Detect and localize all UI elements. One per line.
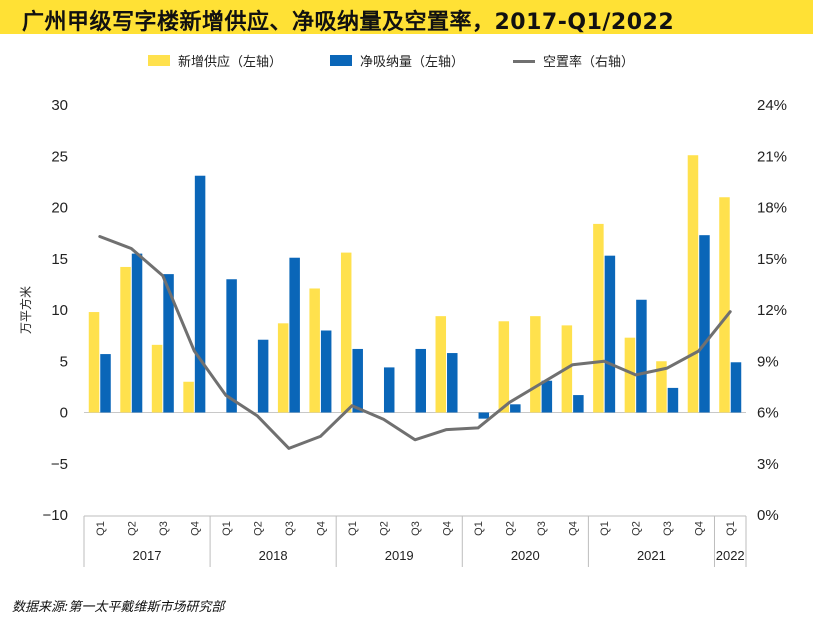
x-quarter-label: Q2	[505, 521, 517, 536]
bar-supply	[277, 323, 289, 413]
bar-absorption	[447, 353, 458, 413]
title-bar: 广州甲级写字楼新增供应、净吸纳量及空置率，2017-Q1/2022	[0, 0, 813, 35]
y-left-tick-label: 30	[51, 97, 68, 114]
bar-supply	[309, 288, 320, 413]
bar-supply	[183, 381, 194, 413]
y-left-tick-label: −10	[43, 507, 68, 524]
x-quarter-label: Q4	[315, 521, 327, 536]
bar-absorption	[478, 412, 490, 419]
y-right-tick-label: 18%	[757, 200, 787, 217]
bars-layer	[88, 155, 742, 419]
x-quarter-label: Q1	[473, 521, 485, 536]
x-quarter-label: Q1	[221, 521, 233, 536]
y-right-tick-label: 9%	[757, 353, 779, 370]
y-right-tick-label: 12%	[757, 302, 787, 319]
bar-supply	[687, 155, 699, 413]
bar-supply	[593, 223, 604, 413]
x-year-label: 2022	[716, 548, 745, 563]
x-year-label: 2019	[385, 548, 414, 563]
x-quarter-label: Q1	[95, 521, 107, 536]
y-right-tick-label: 3%	[757, 456, 779, 473]
legend: 新增供应（左轴） 净吸纳量（左轴） 空置率（右轴）	[0, 51, 813, 71]
x-quarter-label: Q1	[725, 521, 737, 536]
bar-absorption	[163, 274, 174, 413]
bar-supply	[340, 252, 352, 413]
y-left-tick-label: 10	[51, 302, 68, 319]
legend-swatch-supply	[148, 55, 170, 66]
x-quarter-label: Q4	[442, 521, 454, 536]
y-left-tick-label: 5	[60, 353, 68, 370]
x-quarter-label: Q2	[126, 521, 138, 536]
x-quarter-label: Q3	[536, 521, 548, 536]
bar-absorption	[667, 387, 679, 413]
x-year-label: 2018	[259, 548, 288, 563]
bar-absorption	[100, 354, 111, 413]
x-axis: Q1 Q2 Q3 Q4 Q1 Q2 Q3 Q4 Q1 Q2 Q3 Q4 Q1 Q2 Q3 Q4 Q1 Q2 Q3 Q4…	[83, 515, 747, 567]
bar-absorption	[320, 330, 332, 413]
y-left-tick-label: 0	[60, 405, 68, 422]
y-axis-right: 24% 21% 18% 15% 12% 9% 6% 3% 0%	[757, 97, 787, 524]
y-axis-label: 万平方米	[18, 286, 33, 334]
source-note: 数据来源:第一太平戴维斯市场研究部	[12, 600, 225, 615]
x-year-label: 2017	[133, 548, 162, 563]
bar-absorption	[699, 235, 710, 413]
bar-absorption	[604, 255, 616, 413]
bar-absorption	[352, 348, 363, 413]
bar-supply	[656, 361, 667, 413]
x-quarter-label: Q2	[379, 521, 391, 536]
bar-supply	[151, 344, 163, 413]
x-year-label: 2020	[511, 548, 540, 563]
vacancy-line	[98, 235, 732, 450]
x-quarter-label: Q3	[158, 521, 170, 536]
bar-absorption	[289, 257, 300, 413]
x-quarter-label: Q2	[631, 521, 643, 536]
bar-supply	[530, 316, 541, 413]
bar-absorption	[131, 253, 143, 413]
bar-supply	[88, 312, 100, 413]
y-left-tick-label: 25	[51, 148, 68, 165]
y-axis-left: 30 25 20 15 10 5 0 −5 −10	[43, 97, 68, 524]
x-quarter-label: Q4	[694, 521, 706, 536]
bar-supply	[624, 337, 636, 413]
y-right-tick-label: 15%	[757, 251, 787, 268]
bar-supply	[120, 266, 131, 413]
x-quarter-label: Q3	[410, 521, 422, 536]
x-quarter-label: Q4	[568, 521, 580, 536]
y-left-tick-label: −5	[51, 456, 68, 473]
bar-absorption	[573, 395, 584, 413]
bar-supply	[435, 316, 447, 413]
bar-absorption	[510, 404, 521, 413]
bar-supply	[719, 197, 730, 413]
x-quarter-label: Q2	[252, 521, 264, 536]
bar-absorption	[730, 362, 742, 413]
bar-absorption	[541, 380, 553, 413]
y-right-tick-label: 0%	[757, 507, 779, 524]
y-right-tick-label: 24%	[757, 97, 787, 114]
x-year-label: 2021	[637, 548, 666, 563]
legend-label-absorption: 净吸纳量（左轴）	[360, 55, 465, 70]
vacancy-line-layer	[98, 235, 732, 450]
legend-label-vacancy: 空置率（右轴）	[543, 55, 635, 70]
x-quarter-label: Q3	[662, 521, 674, 536]
x-quarter-label: Q1	[599, 521, 611, 536]
bar-absorption	[194, 175, 206, 413]
bar-supply	[498, 321, 510, 413]
bar-absorption	[257, 339, 269, 413]
y-right-tick-label: 6%	[757, 405, 779, 422]
bar-absorption	[415, 348, 426, 413]
legend-swatch-vacancy	[513, 60, 535, 63]
chart-title: 广州甲级写字楼新增供应、净吸纳量及空置率，2017-Q1/2022	[22, 10, 675, 35]
bar-absorption	[636, 299, 647, 413]
legend-label-supply: 新增供应（左轴）	[178, 55, 283, 70]
x-quarter-label: Q4	[189, 521, 201, 536]
y-left-tick-label: 20	[51, 200, 68, 217]
x-quarter-label: Q1	[347, 521, 359, 536]
bar-absorption	[226, 279, 237, 413]
bar-absorption	[383, 367, 395, 413]
legend-swatch-absorption	[330, 55, 352, 66]
y-left-tick-label: 15	[51, 251, 68, 268]
x-quarter-label: Q3	[284, 521, 296, 536]
y-right-tick-label: 21%	[757, 148, 787, 165]
